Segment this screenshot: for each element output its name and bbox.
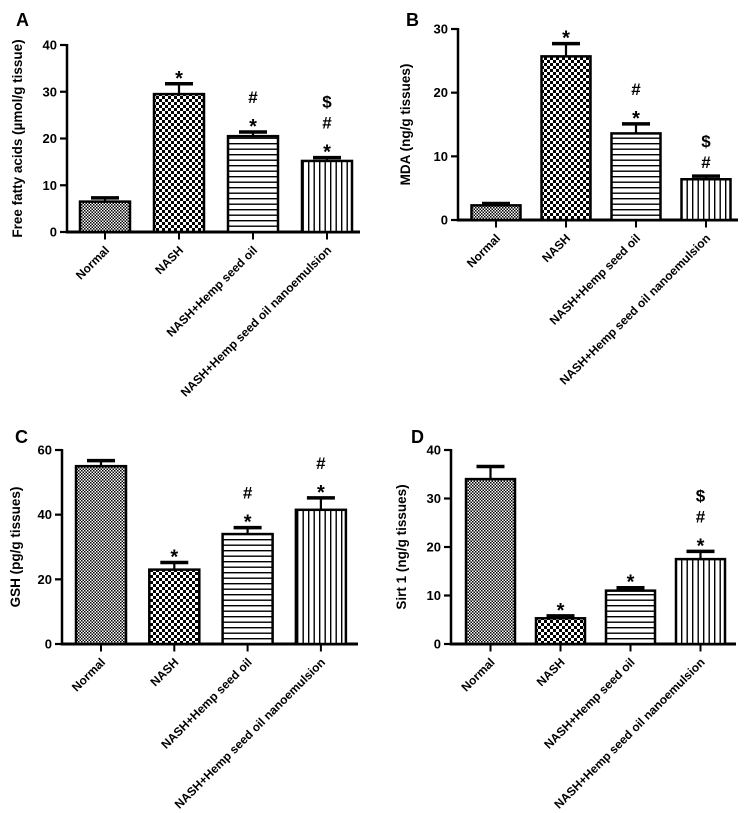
x-tick-label: Normal bbox=[458, 655, 497, 694]
panel-B-chart: B MDA (ng/g tissues) 0 10 20 30 Normal NASH * NAS… bbox=[398, 10, 738, 388]
y-tick-label: 40 bbox=[43, 38, 57, 53]
bar-D-2 bbox=[604, 589, 657, 646]
panel-letter: C bbox=[15, 427, 28, 447]
y-tick-label: 0 bbox=[434, 637, 441, 652]
significance-marker: # bbox=[631, 80, 641, 99]
x-tick-label: NASH+Hemp seed oil nanoemulsion bbox=[178, 243, 334, 399]
y-tick-label: 20 bbox=[427, 540, 441, 555]
bar-A-2 bbox=[226, 134, 280, 234]
significance-marker: $ bbox=[322, 93, 332, 112]
significance-marker: # bbox=[696, 507, 706, 526]
bar-D-3 bbox=[674, 557, 727, 646]
x-tick-label: Normal bbox=[69, 655, 108, 694]
significance-marker: * bbox=[170, 547, 178, 569]
significance-marker: * bbox=[175, 68, 183, 90]
bar-B-3 bbox=[680, 178, 732, 222]
significance-marker: * bbox=[627, 572, 635, 594]
significance-marker: * bbox=[632, 108, 640, 130]
bar-B-2 bbox=[610, 132, 662, 222]
bar-A-0 bbox=[78, 200, 132, 234]
x-tick-label: Normal bbox=[464, 231, 503, 270]
y-tick-label: 30 bbox=[434, 22, 448, 37]
significance-marker: # bbox=[243, 484, 253, 503]
significance-marker: # bbox=[701, 153, 711, 172]
panel-A-chart: A Free fatty acids (µmol/g tissue) 0 10 20 30… bbox=[10, 10, 360, 400]
bar-D-1 bbox=[534, 617, 587, 646]
x-tick-label: Normal bbox=[73, 243, 112, 282]
y-axis-label: Sirt 1 (ng/g tissues) bbox=[394, 484, 409, 609]
significance-marker: * bbox=[317, 482, 325, 504]
y-tick-label: 30 bbox=[43, 84, 57, 99]
bar-A-1 bbox=[152, 92, 206, 234]
x-tick-label: NASH+Hemp seed oil nanoemulsion bbox=[551, 655, 707, 811]
x-tick-label: NASH+Hemp seed oil nanoemulsion bbox=[172, 655, 328, 811]
bar-A-3 bbox=[300, 159, 354, 234]
significance-marker: * bbox=[244, 512, 252, 534]
x-tick-label: NASH bbox=[539, 231, 573, 265]
significance-marker: $ bbox=[696, 486, 706, 505]
bar-C-1 bbox=[148, 568, 201, 646]
bar-C-3 bbox=[294, 508, 348, 646]
y-axis-label: GSH (pg/g tissues) bbox=[8, 487, 23, 608]
panel-C-chart: C GSH (pg/g tissues) 0 20 40 60 Normal NASH * NAS… bbox=[8, 427, 358, 812]
significance-marker: # bbox=[322, 114, 332, 133]
panel-letter: B bbox=[406, 10, 419, 30]
y-tick-label: 60 bbox=[38, 443, 52, 458]
y-tick-label: 0 bbox=[45, 637, 52, 652]
significance-marker: * bbox=[697, 535, 705, 557]
bar-B-0 bbox=[470, 204, 522, 222]
x-tick-label: NASH bbox=[152, 243, 186, 277]
y-tick-label: 10 bbox=[43, 178, 57, 193]
y-tick-label: 20 bbox=[43, 131, 57, 146]
y-tick-label: 40 bbox=[427, 443, 441, 458]
significance-marker: * bbox=[562, 28, 570, 50]
significance-marker: * bbox=[323, 142, 331, 164]
x-tick-label: NASH bbox=[147, 655, 181, 689]
y-tick-label: 20 bbox=[38, 572, 52, 587]
y-axis-label: MDA (ng/g tissues) bbox=[398, 64, 413, 186]
y-tick-label: 10 bbox=[434, 149, 448, 164]
bar-D-0 bbox=[464, 477, 517, 646]
significance-marker: $ bbox=[701, 132, 711, 151]
panel-letter: D bbox=[411, 427, 424, 447]
panel-D-chart: D Sirt 1 (ng/g tissues) 0 10 20 30 40 Normal NAS… bbox=[394, 427, 736, 812]
bar-C-2 bbox=[221, 532, 274, 646]
y-tick-label: 10 bbox=[427, 588, 441, 603]
y-tick-label: 30 bbox=[427, 491, 441, 506]
x-tick-label: NASH+Hemp seed oil nanoemulsion bbox=[557, 231, 713, 387]
y-tick-label: 40 bbox=[38, 507, 52, 522]
y-tick-label: 0 bbox=[50, 225, 57, 240]
significance-marker: # bbox=[248, 88, 258, 107]
significance-marker: * bbox=[557, 600, 565, 622]
panel-letter: A bbox=[16, 10, 29, 30]
bar-B-1 bbox=[540, 55, 592, 222]
y-tick-label: 0 bbox=[441, 213, 448, 228]
x-tick-label: NASH bbox=[534, 655, 568, 689]
significance-marker: * bbox=[249, 116, 257, 138]
significance-marker: # bbox=[316, 454, 326, 473]
bar-C-0 bbox=[74, 464, 128, 646]
y-axis-label: Free fatty acids (µmol/g tissue) bbox=[10, 39, 25, 237]
y-tick-label: 20 bbox=[434, 85, 448, 100]
